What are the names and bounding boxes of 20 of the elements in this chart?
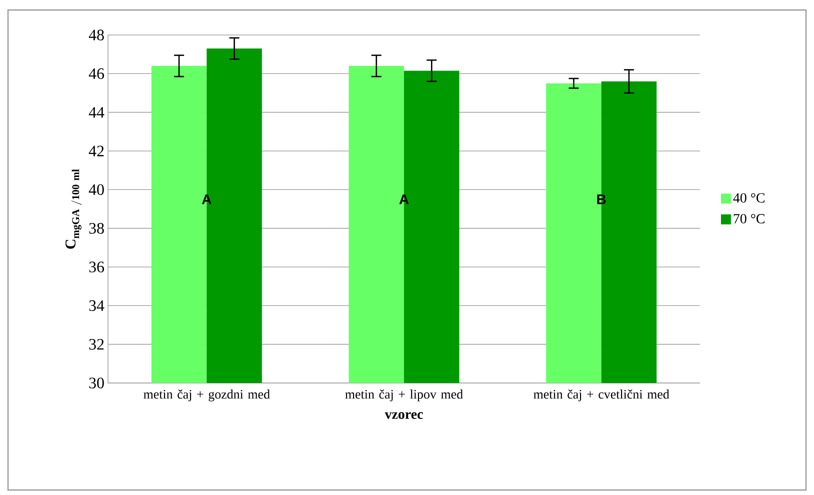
x-axis-title: vzorec xyxy=(384,412,423,419)
y-tick-label: 48 xyxy=(88,30,104,40)
y-tick-label: 44 xyxy=(88,107,104,118)
x-tick-label: metin čaj + cvetlični med xyxy=(534,390,670,402)
y-tick-label: 46 xyxy=(88,68,104,80)
x-tick-label: metin čaj + gozdni med xyxy=(144,390,270,402)
y-tick-label: 38 xyxy=(89,222,104,234)
y-tick-label: 32 xyxy=(89,338,104,350)
y-axis-title: $\mathbf{C_{mgGA\ /100\ ml}}$ xyxy=(66,169,82,249)
annotation: B xyxy=(597,194,606,204)
y-tick-label: 40 xyxy=(88,184,104,196)
y-tick-label: 30 xyxy=(89,378,104,388)
legend-label: 70 °C xyxy=(734,214,764,224)
legend-label: 40 °C xyxy=(733,193,764,203)
y-tick-label: 36 xyxy=(89,262,104,272)
annotation: A xyxy=(202,194,212,204)
annotation: A xyxy=(399,194,409,204)
y-tick-label: 34 xyxy=(89,300,104,312)
x-tick-label: metin čaj + lipov med xyxy=(345,390,463,402)
y-tick-label: 42 xyxy=(88,146,104,156)
